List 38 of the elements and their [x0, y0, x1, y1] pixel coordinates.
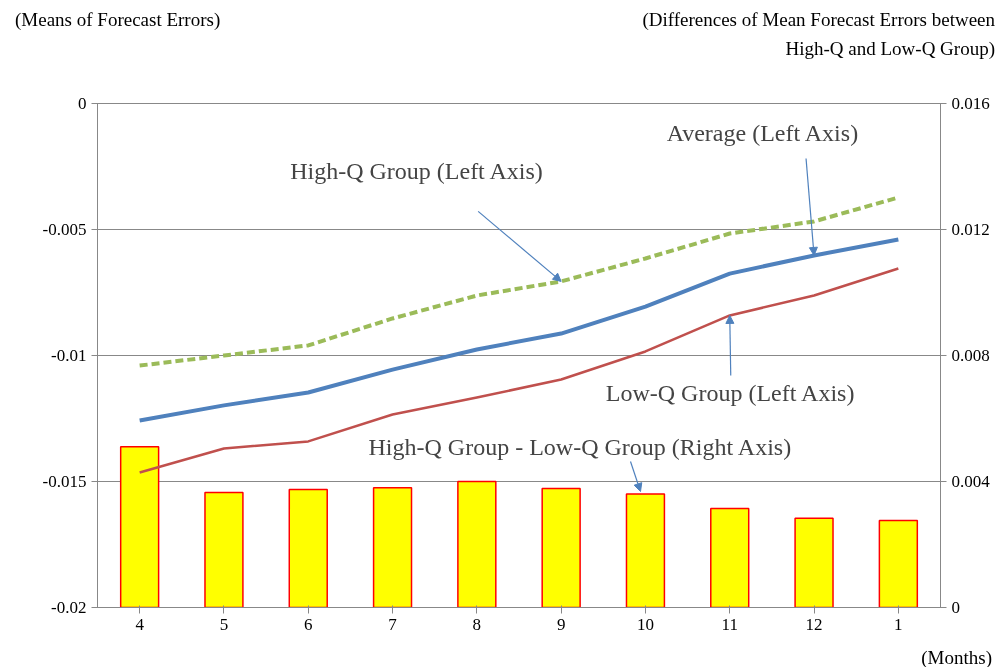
- x-tick-label: 4: [135, 614, 145, 634]
- bar: [204, 491, 244, 608]
- y-tick-label: -0.01: [51, 346, 87, 365]
- y-axis-title: (Means of Forecast Errors): [14, 8, 221, 32]
- x-tick-label: 6: [304, 614, 313, 634]
- annotation: High-Q Group - Low-Q Group (Right Axis): [368, 433, 792, 460]
- x-tick-label: 5: [219, 614, 229, 634]
- x-tick-label: 11: [721, 614, 738, 634]
- bar: [710, 507, 750, 608]
- y-tick-label: 0: [78, 94, 87, 113]
- bar: [794, 517, 834, 608]
- bar: [625, 493, 666, 608]
- annotation: Average (Left Axis): [666, 120, 859, 147]
- y2-tick-label: 0.016: [951, 94, 990, 113]
- line-series: [138, 267, 900, 474]
- y-tick-label: -0.02: [51, 598, 87, 617]
- bar: [541, 487, 581, 608]
- y2-axis-title: (Differences of Mean Forecast Errors between High-Q and Low-Q Group): [642, 8, 996, 61]
- bar: [119, 446, 160, 608]
- annotation: Low-Q Group (Left Axis): [605, 380, 855, 407]
- bar: [878, 519, 919, 608]
- x-tick-label: 10: [636, 614, 654, 634]
- bar: [457, 480, 497, 608]
- x-tick-label: 1: [894, 614, 903, 634]
- y-tick-label: -0.005: [42, 220, 87, 239]
- bar: [372, 487, 413, 608]
- x-tick-label: 7: [388, 614, 398, 634]
- x-tick-label: 12: [805, 614, 823, 634]
- y2-tick-label: 0.004: [951, 472, 991, 491]
- y2-tick-label: 0.008: [951, 346, 990, 365]
- line-series: [137, 237, 901, 423]
- y2-tick-label: 0: [951, 598, 960, 617]
- y2-tick-label: 0.012: [951, 220, 990, 239]
- y-tick-label: -0.015: [42, 472, 87, 491]
- annotation: High-Q Group (Left Axis): [290, 158, 543, 185]
- bar: [288, 488, 328, 608]
- x-tick-label: 9: [556, 614, 566, 634]
- x-tick-label: 8: [472, 614, 482, 634]
